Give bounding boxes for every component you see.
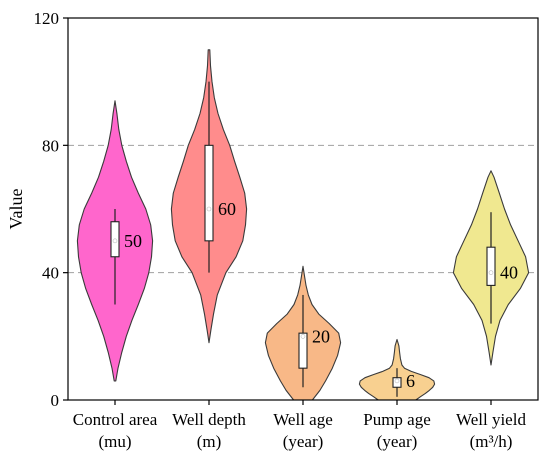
x-category-unit: (mu) [98, 432, 131, 451]
violin-group: 50 [76, 100, 154, 382]
violin-iqr-box [486, 246, 496, 286]
violin-median-dot [112, 238, 118, 244]
median-label: 60 [218, 199, 236, 219]
violin-median-dot [394, 378, 400, 384]
violin-group: 20 [264, 265, 342, 401]
violin-median-dot [206, 206, 212, 212]
y-tick-label: 120 [34, 9, 60, 28]
x-category-label: Control area [73, 410, 158, 429]
median-label: 6 [406, 371, 415, 391]
violin-iqr-box [298, 332, 308, 369]
x-category-label: Pump age [363, 410, 431, 429]
y-axis-label: Value [6, 188, 26, 229]
violin-group: 60 [170, 49, 248, 344]
violins: 50 60 20 6 40 [76, 49, 530, 401]
x-category-unit: (year) [283, 432, 324, 451]
median-label: 50 [124, 231, 142, 251]
violin-median-dot [488, 270, 494, 275]
violin-group: 40 [452, 170, 530, 366]
violin-iqr-box [204, 144, 214, 242]
x-category-label: Well yield [456, 410, 526, 429]
median-label: 20 [312, 326, 330, 346]
median-label: 40 [500, 263, 518, 283]
x-category-label: Well depth [172, 410, 246, 429]
x-category-label: Well age [273, 410, 333, 429]
y-tick-label: 40 [42, 264, 59, 283]
x-category-unit: (m³/h) [470, 432, 513, 451]
y-axis-ticks: 0 40 80 120 [34, 9, 68, 410]
violin-group: 6 [358, 338, 436, 401]
violin-median-dot [300, 334, 306, 339]
x-category-unit: (m) [197, 432, 222, 451]
x-axis-labels: Control area (mu) Well depth (m) Well age (ye… [73, 400, 526, 451]
y-tick-label: 0 [51, 391, 60, 410]
y-tick-label: 80 [42, 136, 59, 155]
x-category-unit: (year) [377, 432, 418, 451]
